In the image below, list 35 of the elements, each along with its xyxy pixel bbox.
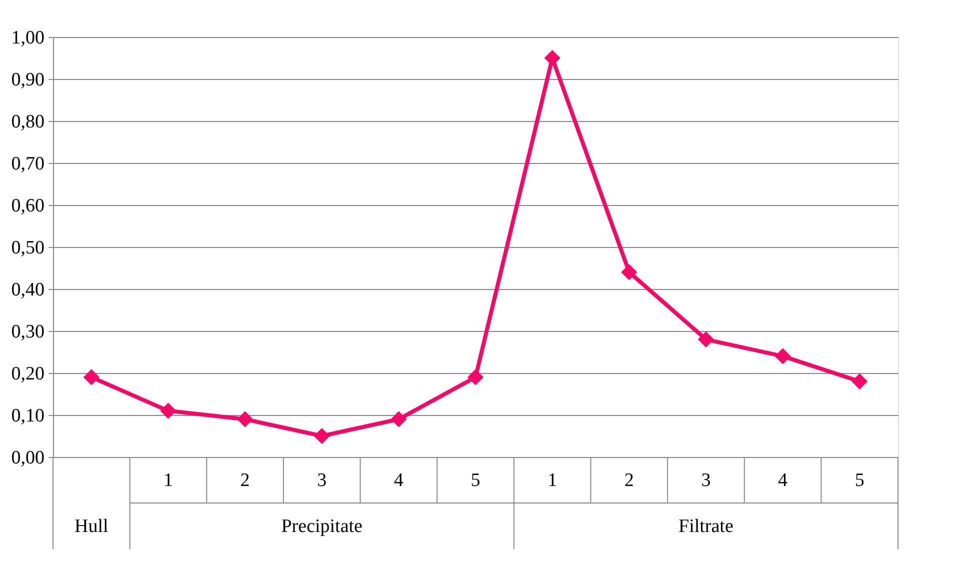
point bbox=[467, 369, 484, 386]
x-tick-label: 1 bbox=[163, 470, 173, 491]
y-tick-label: 0,40 bbox=[11, 280, 44, 300]
y-tick-label: 0,70 bbox=[11, 154, 44, 174]
y-tick-label: 0,00 bbox=[11, 448, 44, 468]
point bbox=[852, 373, 868, 390]
x-tick-label: 4 bbox=[778, 470, 788, 491]
x-tick-label: 3 bbox=[701, 470, 711, 491]
y-tick-label: 0,50 bbox=[11, 238, 44, 258]
point bbox=[698, 331, 714, 348]
point bbox=[390, 411, 407, 428]
x-tick-label: 4 bbox=[394, 470, 404, 491]
x-tick-label: 2 bbox=[240, 470, 250, 491]
y-tick-label: 0,60 bbox=[11, 196, 44, 216]
x-tick-label: 2 bbox=[624, 470, 634, 491]
y-tick-label: 1,00 bbox=[11, 28, 44, 48]
text: Hull bbox=[74, 516, 108, 537]
x-tick-label: 1 bbox=[548, 470, 558, 491]
point bbox=[774, 348, 791, 364]
point bbox=[621, 264, 638, 280]
text: Filtrate bbox=[678, 516, 734, 537]
text: Precipitate bbox=[281, 516, 362, 537]
y-tick-label: 0,90 bbox=[11, 70, 44, 90]
x-tick-label: 5 bbox=[854, 470, 864, 491]
point bbox=[236, 411, 254, 428]
point bbox=[314, 428, 330, 444]
point bbox=[544, 50, 560, 66]
x-tick-label: 3 bbox=[317, 470, 327, 491]
y-tick-label: 0,80 bbox=[11, 112, 44, 132]
point bbox=[160, 402, 176, 419]
y-tick-label: 0,20 bbox=[11, 364, 44, 384]
point bbox=[83, 369, 100, 386]
y-tick-label: 0,30 bbox=[11, 322, 44, 342]
y-tick-label: 0,10 bbox=[11, 406, 44, 426]
x-tick-label: 5 bbox=[470, 470, 480, 491]
